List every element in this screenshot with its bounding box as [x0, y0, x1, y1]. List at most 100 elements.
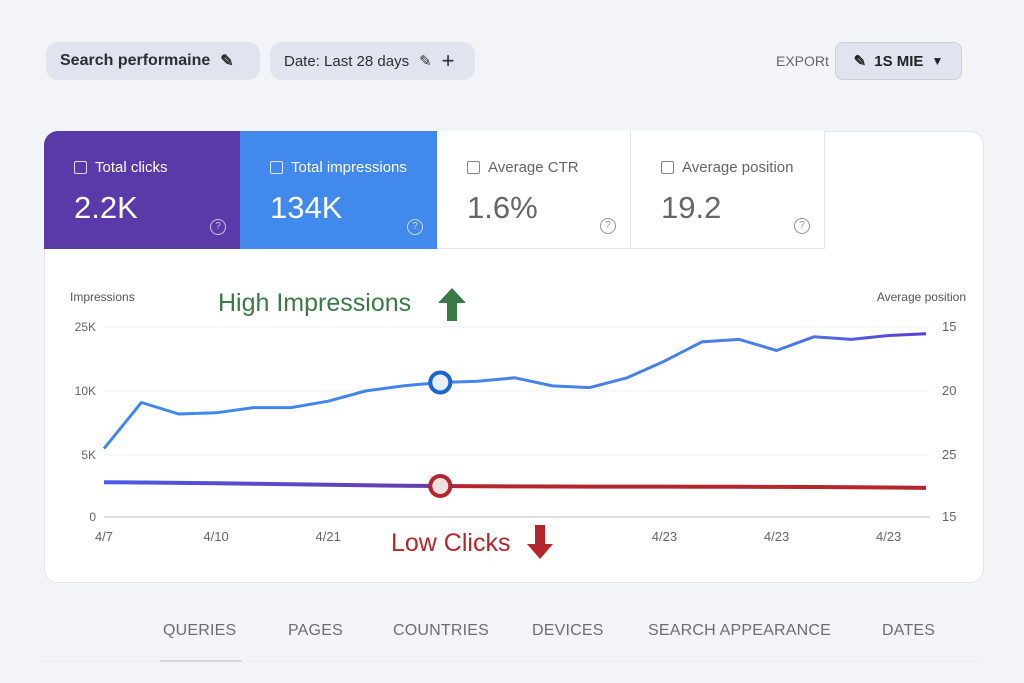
y2-tick-label: 25 [942, 447, 956, 462]
data-point [401, 484, 405, 488]
metric-label: Total clicks [95, 159, 168, 176]
y-tick-label: 0 [89, 510, 96, 524]
annotation-high-impressions: High Impressions [218, 289, 411, 317]
data-point [177, 481, 181, 485]
data-point [289, 406, 293, 410]
checkbox-icon[interactable] [661, 161, 674, 174]
y-tick-label: 25K [75, 320, 96, 334]
clicks-highlight-marker[interactable] [428, 474, 453, 498]
data-point [102, 447, 106, 451]
export-button[interactable]: ✎ 1S MIE ▼ [835, 42, 962, 80]
data-point [364, 389, 368, 393]
data-point [700, 340, 704, 344]
metric-average-position[interactable]: Average position 19.2 ? [631, 131, 825, 249]
tab-queries[interactable]: QUERIES [163, 622, 237, 639]
help-icon[interactable]: ? [600, 218, 616, 234]
data-point [737, 337, 741, 341]
clicks-line [103, 480, 927, 490]
data-point [812, 335, 816, 339]
data-point [849, 337, 853, 341]
data-point [737, 485, 741, 489]
export-label[interactable]: EXPORt [776, 53, 829, 69]
caret-down-icon: ▼ [931, 54, 944, 68]
pencil-icon: ✎ [419, 53, 432, 70]
metric-average-ctr[interactable]: Average CTR 1.6% ? [437, 131, 631, 249]
date-filter-chip[interactable]: Date: Last 28 days ✎ + [270, 42, 475, 80]
search-type-chip[interactable]: Search performaine ✎ [46, 42, 260, 80]
tabs-divider [40, 661, 980, 662]
checkbox-icon[interactable] [467, 161, 480, 174]
data-point [289, 482, 293, 486]
data-point [588, 386, 592, 390]
x-tick-label: 4/23 [876, 529, 901, 544]
tab-pages[interactable]: PAGES [288, 622, 343, 639]
data-point [924, 486, 928, 490]
metric-label: Average CTR [488, 159, 579, 176]
data-point [214, 411, 218, 415]
data-point [625, 485, 629, 489]
y2-tick-label: 20 [942, 383, 956, 398]
metric-label: Average position [682, 159, 794, 176]
metric-total-impressions[interactable]: Total impressions 134K ? [240, 131, 437, 249]
data-point [139, 481, 143, 485]
data-point [775, 348, 779, 352]
data-point [700, 485, 704, 489]
data-point [401, 384, 405, 388]
data-point [662, 485, 666, 489]
metric-value: 2.2K [74, 190, 138, 225]
checkbox-icon[interactable] [270, 161, 283, 174]
data-point [849, 485, 853, 489]
impressions-line [102, 332, 927, 450]
arrow-down-icon [527, 525, 553, 559]
data-point [513, 484, 517, 488]
x-tick-label: 4/23 [764, 529, 789, 544]
tab-dates[interactable]: DATES [882, 622, 936, 639]
x-tick-label: 4/10 [203, 529, 228, 544]
tab-search-appearance[interactable]: SEARCH APPEARANCE [648, 622, 832, 639]
date-filter-label: Date: Last 28 days [284, 52, 410, 70]
data-point [513, 376, 517, 380]
y2-tick-label: 15 [942, 509, 956, 524]
y-tick-label: 10K [75, 384, 96, 398]
data-point [364, 483, 368, 487]
data-point [251, 482, 255, 486]
impressions-highlight-marker[interactable] [428, 370, 453, 395]
tab-countries[interactable]: COUNTRIES [393, 622, 490, 639]
arrow-up-icon [438, 288, 466, 321]
data-point [887, 334, 891, 338]
y2-axis-label: Average position [877, 290, 966, 304]
help-icon[interactable]: ? [407, 219, 423, 235]
data-point [177, 412, 181, 416]
data-point [812, 485, 816, 489]
data-point [662, 359, 666, 363]
data-point [625, 376, 629, 380]
y2-tick-label: 15 [942, 319, 956, 334]
data-point [588, 485, 592, 489]
data-point [550, 484, 554, 488]
data-point [476, 484, 480, 488]
data-point [476, 379, 480, 383]
y-tick-label: 5K [81, 448, 96, 462]
help-icon[interactable]: ? [794, 218, 810, 234]
data-point [102, 480, 106, 484]
metric-label: Total impressions [291, 159, 407, 176]
help-icon[interactable]: ? [210, 219, 226, 235]
data-point [775, 485, 779, 489]
data-point [326, 483, 330, 487]
data-point [887, 485, 891, 489]
checkbox-icon[interactable] [74, 161, 87, 174]
annotation-low-clicks: Low Clicks [391, 529, 510, 557]
metric-value: 134K [270, 190, 343, 225]
x-tick-label: 4/21 [316, 529, 341, 544]
data-point [550, 384, 554, 388]
pencil-icon: ✎ [220, 53, 234, 70]
metric-total-clicks[interactable]: Total clicks 2.2K ? [44, 131, 240, 249]
data-point [326, 399, 330, 403]
x-tick-label: 4/7 [95, 529, 113, 544]
x-tick-label: 4/23 [652, 529, 677, 544]
active-tab-indicator [160, 660, 242, 662]
plus-icon[interactable]: + [441, 48, 455, 73]
tab-devices[interactable]: DEVICES [532, 622, 604, 639]
export-button-label: 1S MIE [874, 52, 924, 70]
